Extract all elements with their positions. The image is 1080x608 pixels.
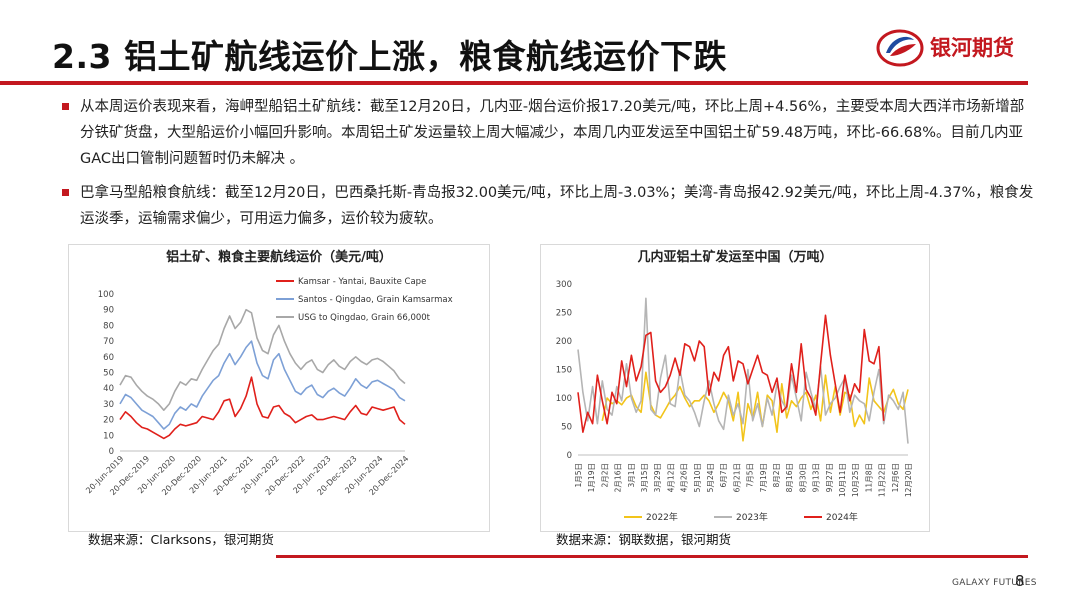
bullet-text: 从本周运价表现来看，海岬型船铝土矿航线：截至12月20日，几内亚-烟台运价报17… xyxy=(80,99,1025,167)
x-tick-label: 10月25日 xyxy=(851,463,860,497)
chart-title: 铝土矿、粮食主要航线运价（美元/吨） xyxy=(166,249,392,265)
y-tick-label: 70 xyxy=(103,337,114,347)
y-tick-label: 10 xyxy=(103,431,114,441)
y-tick-label: 90 xyxy=(103,306,114,316)
legend-label: Santos - Qingdao, Grain Kamsarmax xyxy=(298,295,453,305)
x-tick-label: 1月19日 xyxy=(587,463,596,492)
x-tick-label: 3月15日 xyxy=(640,463,649,492)
x-tick-label: 2月2日 xyxy=(600,463,609,488)
chart-title: 几内亚铝土矿发运至中国（万吨） xyxy=(637,249,832,265)
x-tick-label: 8月16日 xyxy=(785,463,794,492)
legend-label: 2022年 xyxy=(646,511,678,523)
slide-title: 2.3 铝土矿航线运价上涨，粮食航线运价下跌 xyxy=(52,37,727,76)
y-tick-label: 40 xyxy=(103,384,114,394)
bullet-item: 巴拿马型船粮食航线：截至12月20日，巴西桑托斯-青岛报32.00美元/吨，环比… xyxy=(62,180,1037,232)
y-tick-label: 200 xyxy=(556,337,572,347)
series-line-2 xyxy=(577,297,909,444)
legend-label: 2024年 xyxy=(826,511,858,523)
x-tick-label: 9月27日 xyxy=(825,463,834,492)
chart-frame xyxy=(68,244,490,532)
y-tick-label: 250 xyxy=(556,309,572,319)
y-tick-label: 100 xyxy=(556,394,572,404)
bullet-list: 从本周运价表现来看，海岬型船铝土矿航线：截至12月20日，几内亚-烟台运价报17… xyxy=(62,94,1037,240)
x-tick-label: 7月5日 xyxy=(746,463,755,488)
legend-label: 2023年 xyxy=(736,511,768,523)
y-tick-label: 50 xyxy=(561,423,572,433)
series-line-1 xyxy=(119,376,406,440)
series-line-2 xyxy=(119,340,406,430)
guinea-bauxite-shipments-chart: 几内亚铝土矿发运至中国（万吨） 0 50 100 150 200 250 300 1月5日 1月1… xyxy=(540,244,930,532)
source-note-left: 数据来源：Clarksons，银河期货 xyxy=(88,532,274,547)
header-divider xyxy=(0,81,1028,85)
y-tick-label: 0 xyxy=(567,451,572,461)
x-tick-label: 7月19日 xyxy=(759,463,768,492)
bullet-square-icon xyxy=(62,189,69,196)
source-note-right: 数据来源：钢联数据，银河期货 xyxy=(556,532,732,547)
series-line-1 xyxy=(601,371,909,442)
page-number: 8 xyxy=(1015,572,1025,590)
x-tick-label: 4月26日 xyxy=(680,463,689,492)
x-tick-label: 11月8日 xyxy=(864,463,873,492)
footer-brand: GALAXY FUTURES xyxy=(952,578,1037,588)
x-tick-label: 6月7日 xyxy=(719,463,728,488)
freight-rate-chart: 铝土矿、粮食主要航线运价（美元/吨） 0 10 20 30 40 50 60 70 80 90 100… xyxy=(68,244,490,532)
x-tick-label: 12月6日 xyxy=(891,463,900,492)
galaxy-logo-icon xyxy=(876,29,924,67)
galaxy-futures-logo xyxy=(876,26,1036,70)
x-tick-label: 3月29日 xyxy=(653,463,662,492)
x-tick-label: 1月5日 xyxy=(574,463,583,488)
logo-text: 银河期货 xyxy=(930,36,1014,60)
y-tick-label: 0 xyxy=(109,447,114,457)
y-tick-label: 80 xyxy=(103,321,114,331)
x-tick-label: 3月1日 xyxy=(627,463,636,488)
x-tick-label: 9月13日 xyxy=(812,463,821,492)
y-tick-label: 30 xyxy=(103,400,114,410)
x-tick-label: 5月24日 xyxy=(706,463,715,492)
x-tick-label: 2月16日 xyxy=(614,463,623,492)
y-tick-label: 150 xyxy=(556,366,572,376)
x-tick-label: 5月10日 xyxy=(693,463,702,492)
y-tick-label: 20 xyxy=(103,416,114,426)
chart-frame xyxy=(540,244,930,532)
x-tick-label: 12月20日 xyxy=(904,463,913,497)
x-tick-label: 4月12日 xyxy=(666,463,675,492)
bullet-text: 巴拿马型船粮食航线：截至12月20日，巴西桑托斯-青岛报32.00美元/吨，环比… xyxy=(80,185,1034,227)
x-tick-label: 8月30日 xyxy=(798,463,807,492)
y-tick-label: 50 xyxy=(103,369,114,379)
bullet-item: 从本周运价表现来看，海岬型船铝土矿航线：截至12月20日，几内亚-烟台运价报17… xyxy=(62,94,1037,172)
series-line-3 xyxy=(119,308,406,411)
y-tick-label: 300 xyxy=(556,280,572,290)
footer-divider xyxy=(276,555,1028,558)
x-tick-label: 11月22日 xyxy=(878,463,887,497)
y-tick-label: 100 xyxy=(98,290,114,300)
legend-label: Kamsar - Yantai, Bauxite Cape xyxy=(298,277,426,287)
bullet-square-icon xyxy=(62,103,69,110)
series-line-3 xyxy=(577,314,885,433)
legend-label: USG to Qingdao, Grain 66,000t xyxy=(298,313,431,323)
x-tick-label: 10月11日 xyxy=(838,463,847,497)
x-tick-label: 6月21日 xyxy=(732,463,741,492)
y-tick-label: 60 xyxy=(103,353,114,363)
x-tick-label: 8月2日 xyxy=(772,463,781,488)
